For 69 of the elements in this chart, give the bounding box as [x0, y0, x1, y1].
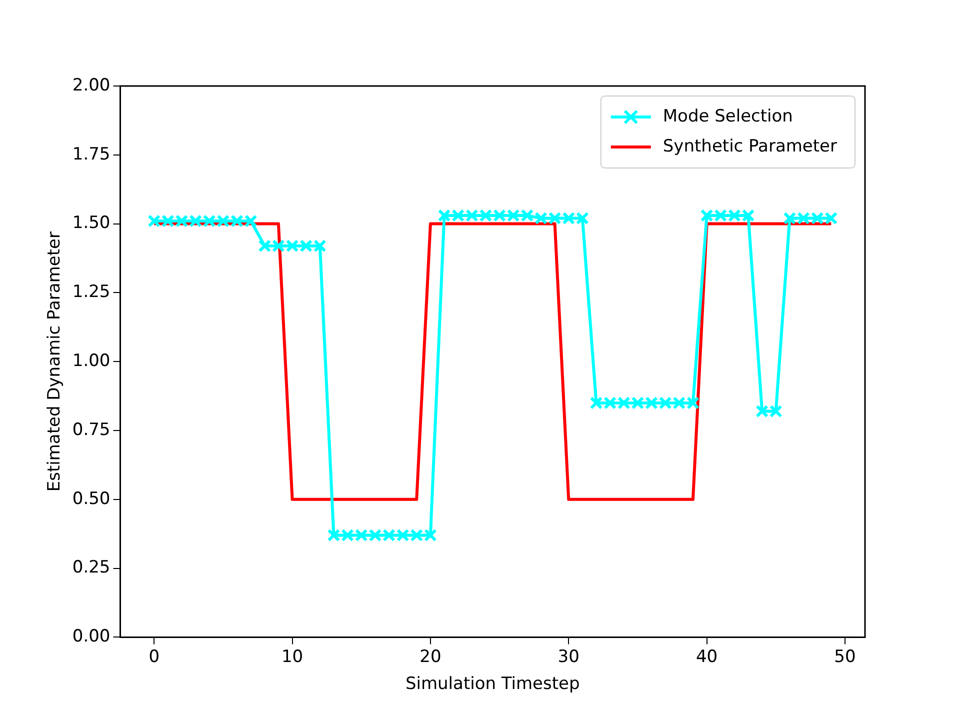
point [756, 404, 769, 418]
y-tick-label: 0.00 [72, 626, 110, 647]
point [548, 212, 562, 225]
point [286, 239, 299, 252]
point [631, 396, 644, 410]
point [396, 528, 410, 542]
point [216, 214, 230, 228]
point [604, 396, 617, 410]
point [424, 528, 437, 542]
point [700, 209, 714, 222]
y-tick-label: 1.75 [72, 144, 110, 164]
y-tick-label: 0.50 [72, 488, 110, 509]
point [148, 214, 161, 228]
point [327, 528, 340, 542]
point [452, 209, 465, 222]
point [810, 212, 824, 225]
point [244, 214, 258, 228]
point [258, 239, 272, 252]
point [617, 396, 630, 410]
point [438, 209, 451, 222]
y-axis-title: Estimated Dynamic Parameter [44, 232, 65, 492]
point [202, 214, 216, 228]
x-tick-label: 10 [281, 646, 304, 667]
point [506, 209, 520, 222]
point [230, 214, 244, 228]
point [658, 396, 672, 410]
y-tick-label: 0.75 [72, 420, 110, 440]
point [534, 212, 548, 225]
legend-label: Synthetic Parameter [662, 136, 838, 156]
y-tick-label: 1.50 [72, 213, 110, 234]
point [714, 209, 728, 222]
point [576, 212, 589, 225]
point [300, 239, 313, 252]
point [313, 239, 326, 252]
point [645, 396, 658, 410]
point [354, 528, 368, 542]
point [410, 528, 424, 542]
point [562, 212, 576, 225]
point [341, 528, 354, 542]
point [797, 212, 810, 225]
point [382, 528, 396, 542]
point [672, 396, 686, 410]
point [783, 212, 796, 225]
point [686, 396, 700, 410]
point [272, 239, 285, 252]
y-tick-label: 0.25 [72, 558, 110, 578]
point [824, 212, 838, 225]
point [493, 209, 506, 222]
x-tick-label: 40 [696, 646, 718, 667]
point [465, 209, 478, 222]
y-tick-label: 2.00 [72, 75, 110, 96]
point [161, 214, 174, 228]
y-tick-label: 1.00 [72, 351, 110, 372]
x-tick-label: 0 [148, 646, 160, 667]
point [520, 209, 534, 222]
point [368, 528, 382, 542]
point [590, 396, 603, 410]
x-tick-label: 30 [558, 646, 580, 667]
point [742, 209, 755, 222]
x-axis-title: Simulation Timestep [405, 674, 580, 694]
point [769, 404, 782, 418]
point [175, 214, 188, 228]
point [728, 209, 741, 222]
point [189, 214, 202, 228]
x-tick-label: 20 [420, 646, 442, 667]
x-tick-label: 50 [834, 646, 856, 667]
y-tick-label: 1.25 [72, 282, 110, 302]
legend-label: Mode Selection [662, 106, 793, 126]
point [479, 209, 492, 222]
